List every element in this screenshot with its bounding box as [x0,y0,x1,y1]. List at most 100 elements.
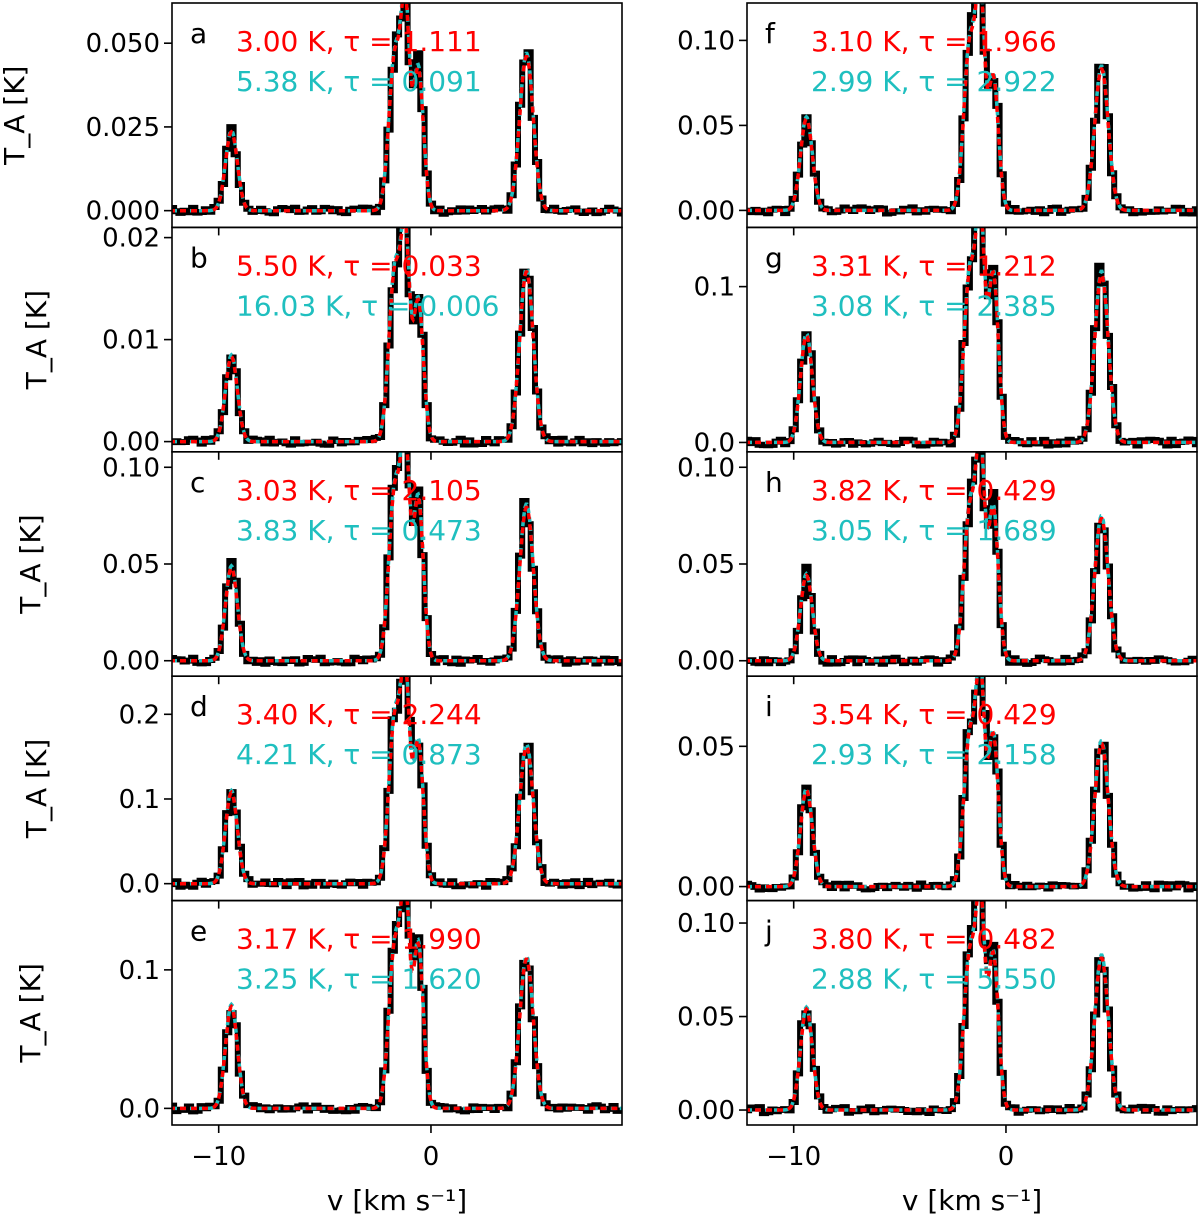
panel-d: 0.0 0.1 0.2 T_A [K] d 3.40 K, τ = 2.244 4.21 K… [20,675,623,909]
y-tick-label-e: 0.0 [119,1094,160,1124]
y-tick-label-f: 0.05 [677,111,735,141]
model-red-h [747,451,1197,663]
y-tick-label-c: 0.05 [102,550,160,580]
observed-spectrum-e [172,900,622,1115]
observed-spectrum-d [172,676,622,890]
annotation-cyan-h: 3.05 K, τ = 1.689 [811,514,1057,547]
plot-area-e [172,900,622,1115]
y-tick-label-f: 0.10 [677,26,735,56]
annotation-red-a: 3.00 K, τ = 1.111 [236,25,482,58]
panel-b: 0.00 0.01 0.02 T_A [K] b 5.50 K, τ = 0.033 16.… [20,224,623,460]
y-axis-label-b: T_A [K] [20,290,53,390]
y-axis-label-c: T_A [K] [14,514,47,614]
panel-letter-f: f [765,17,776,50]
model-red-d [172,676,622,886]
y-tick-label-a: 0.050 [86,29,160,59]
y-tick-label-d: 0.2 [119,700,160,730]
y-tick-label-g: 0.0 [694,428,735,458]
y-tick-label-b: 0.01 [102,326,160,356]
y-axis-label-a: T_A [K] [0,66,31,166]
y-tick-label-j: 0.10 [677,909,735,939]
model-red-i [747,676,1197,889]
x-axis-label-right: v [km s⁻¹] [902,1184,1042,1217]
annotation-cyan-g: 3.08 K, τ = 2.385 [811,289,1057,322]
panel-i: 0.00 0.05 i 3.54 K, τ = 0.429 2.93 K, τ = 2.… [677,675,1198,909]
model-cyan-b [172,227,622,444]
y-tick-label-g: 0.1 [694,273,735,303]
model-cyan-h [747,451,1197,663]
model-red-a [172,3,622,213]
axes-frame-e [171,899,623,1126]
annotation-cyan-d: 4.21 K, τ = 0.873 [236,738,482,771]
model-red-e [172,900,622,1111]
panel-j: 0.00 0.05 0.10 −10 0 j 3.80 K, τ = 0.482 2.88 K… [677,899,1198,1172]
annotation-red-d: 3.40 K, τ = 2.244 [236,698,482,731]
panel-e: 0.0 0.1 −10 0 T_A [K] e 3.17 K, τ = 1.990 3.25 … [14,899,623,1172]
y-tick-label-b: 0.02 [102,224,160,254]
annotation-cyan-c: 3.83 K, τ = 0.473 [236,514,482,547]
model-red-b [172,227,622,444]
annotation-cyan-j: 2.88 K, τ = 5.550 [811,963,1057,996]
model-cyan-f [747,3,1197,213]
annotation-cyan-i: 2.93 K, τ = 2.158 [811,738,1057,771]
y-tick-label-a: 0.025 [86,113,160,143]
panel-letter-e: e [190,915,207,948]
y-tick-label-c: 0.00 [102,647,160,677]
y-tick-label-c: 0.10 [102,453,160,483]
y-tick-label-a: 0.000 [86,197,160,227]
plot-area-f [747,3,1197,217]
x-tick-label-j: −10 [766,1142,821,1172]
annotation-red-h: 3.82 K, τ = 0.429 [811,474,1057,507]
annotation-cyan-b: 16.03 K, τ = 0.006 [236,289,500,322]
model-red-f [747,3,1197,213]
panel-g: 0.0 0.1 g 3.31 K, τ = 1.212 3.08 K, τ = 2.38… [694,226,1198,460]
plot-area-a [172,3,622,217]
annotation-red-i: 3.54 K, τ = 0.429 [811,698,1057,731]
plot-area-h [747,451,1197,667]
y-tick-label-b: 0.00 [102,428,160,458]
y-tick-label-h: 0.10 [677,453,735,483]
x-tick-label-e: 0 [423,1142,440,1172]
panel-a: 0.000 0.025 0.050 T_A [K] a 3.00 K, τ = 1.111… [0,2,623,236]
model-red-j [747,900,1197,1112]
y-tick-label-f: 0.00 [677,196,735,226]
x-tick-label-e: −10 [191,1142,246,1172]
model-red-c [172,451,622,663]
y-tick-label-d: 0.1 [119,785,160,815]
annotation-red-f: 3.10 K, τ = 1.966 [811,25,1057,58]
axes-frame-j [746,899,1198,1126]
y-tick-label-j: 0.00 [677,1096,735,1126]
model-red-g [747,227,1197,445]
annotation-red-g: 3.31 K, τ = 1.212 [811,249,1057,282]
plot-area-c [172,451,622,667]
x-tick-label-j: 0 [998,1142,1015,1172]
annotation-cyan-a: 5.38 K, τ = 0.091 [236,65,482,98]
x-axis-label-left: v [km s⁻¹] [327,1184,467,1217]
annotation-red-b: 5.50 K, τ = 0.033 [236,249,482,282]
panel-letter-c: c [190,466,205,499]
panel-f: 0.00 0.05 0.10 f 3.10 K, τ = 1.966 2.99 K, τ … [677,2,1198,236]
plot-area-j [747,900,1197,1117]
panel-letter-i: i [765,690,773,723]
panel-letter-b: b [190,241,208,274]
y-tick-label-h: 0.05 [677,550,735,580]
y-tick-label-d: 0.0 [119,870,160,900]
panel-letter-d: d [190,690,208,723]
panel-letter-h: h [765,466,783,499]
plot-area-g [747,227,1197,449]
panel-c: 0.00 0.05 0.10 T_A [K] c 3.03 K, τ = 2.105 3.8… [14,450,623,685]
plot-area-i [747,676,1197,893]
y-axis-label-e: T_A [K] [14,963,47,1063]
panel-h: 0.00 0.05 0.10 h 3.82 K, τ = 0.429 3.05 K, τ … [677,450,1198,685]
panel-letter-g: g [765,241,783,274]
plot-area-d [172,676,622,890]
y-tick-label-i: 0.05 [677,732,735,762]
plot-area-b [172,227,622,448]
panel-letter-a: a [190,17,207,50]
y-tick-label-e: 0.1 [119,956,160,986]
y-tick-label-j: 0.05 [677,1003,735,1033]
annotation-red-e: 3.17 K, τ = 1.990 [236,923,482,956]
y-tick-label-h: 0.00 [677,647,735,677]
